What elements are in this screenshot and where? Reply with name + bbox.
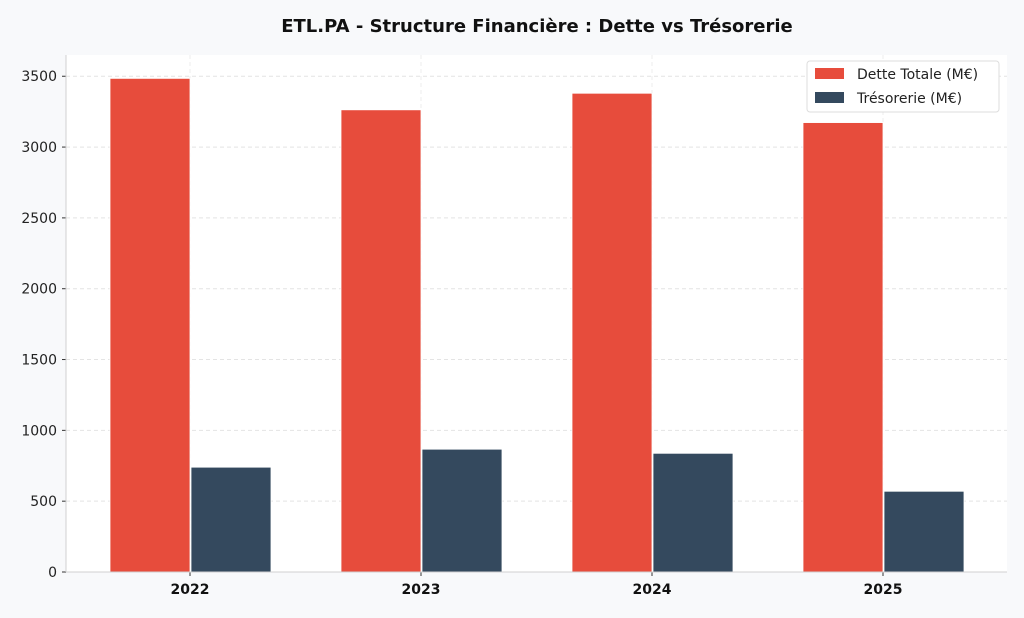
bar-tresorerie-2023 bbox=[421, 448, 503, 573]
x-tick-label: 2024 bbox=[633, 582, 672, 598]
legend-label: Trésorerie (M€) bbox=[856, 91, 962, 107]
x-tick-label: 2023 bbox=[402, 582, 441, 598]
bar-tresorerie-2024 bbox=[652, 452, 734, 573]
y-tick-label: 1000 bbox=[21, 423, 57, 439]
bar-dette-2025 bbox=[802, 122, 884, 573]
y-tick-label: 500 bbox=[30, 494, 57, 510]
y-tick-label: 2000 bbox=[21, 282, 57, 298]
y-tick-label: 1500 bbox=[21, 353, 57, 369]
legend-swatch bbox=[815, 92, 844, 103]
y-tick-label: 0 bbox=[48, 565, 57, 581]
x-tick-label: 2022 bbox=[171, 582, 210, 598]
bar-tresorerie-2025 bbox=[883, 490, 965, 573]
bar-dette-2023 bbox=[340, 109, 422, 573]
bar-dette-2022 bbox=[109, 77, 191, 573]
legend-label: Dette Totale (M€) bbox=[857, 67, 978, 83]
y-tick-label: 3500 bbox=[21, 69, 57, 85]
bar-dette-2024 bbox=[571, 92, 653, 573]
y-tick-label: 3000 bbox=[21, 140, 57, 156]
x-tick-label: 2025 bbox=[864, 582, 903, 598]
bar-tresorerie-2022 bbox=[190, 466, 272, 573]
legend: Dette Totale (M€) Trésorerie (M€) bbox=[806, 60, 1000, 113]
chart-title: ETL.PA - Structure Financière : Dette vs… bbox=[281, 16, 793, 37]
y-tick-label: 2500 bbox=[21, 211, 57, 227]
legend-swatch bbox=[815, 68, 844, 79]
legend-box bbox=[806, 60, 1000, 113]
